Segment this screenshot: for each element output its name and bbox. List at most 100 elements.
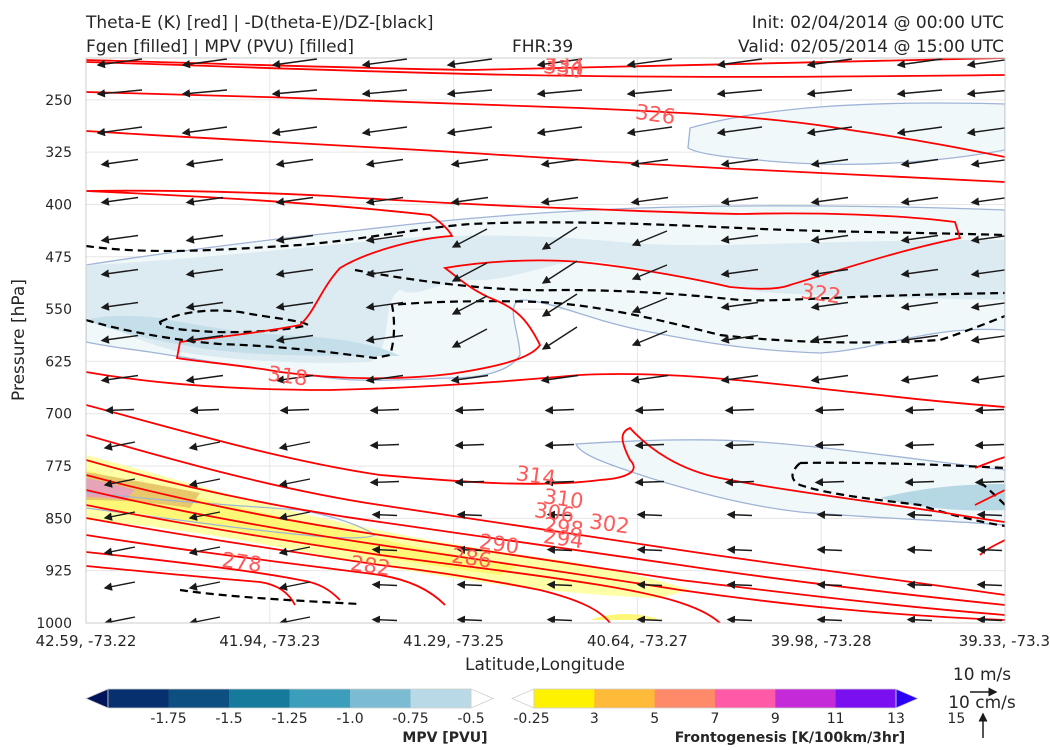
wind-arrow <box>536 58 583 69</box>
theta-e-label: 314 <box>514 461 557 490</box>
wind-arrow <box>446 58 493 69</box>
wind-arrow <box>634 441 665 450</box>
wind-arrow <box>720 234 759 244</box>
colorbar-swatch <box>229 689 290 708</box>
frontogenesis-colorbar-title: Frontogenesis [K/100km/3hr] <box>675 730 905 746</box>
wind-arrow <box>185 374 224 384</box>
wind-arrow <box>103 441 136 451</box>
wind-arrow <box>185 158 224 168</box>
y-tick-label: 1000 <box>36 616 72 632</box>
wind-arrow <box>361 89 408 98</box>
wind-arrow <box>271 126 318 137</box>
wind-arrow <box>626 126 673 137</box>
mpv-region-mid-inner <box>86 235 1005 363</box>
theta-e-label: 322 <box>799 279 842 308</box>
colorbar-swatch <box>654 689 716 708</box>
dashed-contour-1 <box>86 221 1005 253</box>
x-axis-label: Latitude,Longitude <box>465 655 625 675</box>
wind-arrow <box>974 478 1005 487</box>
wind-arrow <box>816 510 843 519</box>
wind-arrow <box>450 196 489 206</box>
wind-arrow <box>371 615 398 623</box>
colorbar-swatch <box>594 689 656 708</box>
y-tick-label: 400 <box>45 197 72 213</box>
wind-arrow <box>806 126 853 137</box>
wind-arrow <box>630 158 669 168</box>
colorbar-tick-label: 11 <box>827 711 845 727</box>
wind-arrow <box>814 441 845 450</box>
wind-arrow <box>904 406 935 415</box>
wind-arrow <box>906 510 933 519</box>
wind-arrow <box>810 374 849 384</box>
theta-e-306 <box>86 459 1005 606</box>
colorbar-tick-label: -0.75 <box>392 711 428 727</box>
wind-arrow <box>806 89 853 98</box>
colorbar-swatch <box>534 689 595 708</box>
wind-arrow <box>275 374 314 384</box>
wind-arrow <box>974 441 1005 450</box>
colorbar-swatch <box>108 689 169 708</box>
wind-arrow <box>546 580 573 589</box>
theta-e-294 <box>86 504 721 623</box>
theta-e-label: 282 <box>349 551 392 580</box>
wind-arrow <box>365 268 404 278</box>
wind-arrow <box>634 406 665 415</box>
wind-arrow <box>976 580 1003 589</box>
mpv-colorbar-title: MPV [PVU] <box>402 730 487 746</box>
theta-e-302 <box>86 474 1005 616</box>
wind-arrow <box>450 374 489 384</box>
wind-arrow <box>454 406 485 415</box>
title-right-1: Init: 02/04/2014 @ 00:00 UTC <box>751 13 1004 33</box>
wind-arrow <box>810 334 849 344</box>
wind-arrow <box>278 546 311 556</box>
wind-arrow <box>275 196 314 206</box>
y-tick-label: 475 <box>45 250 72 266</box>
wind-arrow <box>188 546 221 556</box>
theta-e-right-lower-1 <box>974 456 1005 469</box>
frontogenesis-colorbar: 3 5 7 9 11 13 15 <box>510 688 965 727</box>
theta-e-right-lower-2 <box>974 489 1005 506</box>
wind-arrow <box>720 374 759 384</box>
colorbar-extend-left <box>84 688 109 709</box>
wind-arrow <box>103 546 136 556</box>
wind-arrow <box>720 334 759 344</box>
x-tick-label: 39.98, -73.28 <box>771 632 872 650</box>
dashed-contour-5 <box>179 588 361 606</box>
wind-arrow <box>275 234 314 244</box>
colorbar-tick-label: -1.25 <box>271 711 307 727</box>
colorbar-tick-label: 9 <box>771 711 780 727</box>
wind-arrow <box>904 478 935 487</box>
wind-arrow <box>365 234 404 244</box>
wind-arrow <box>720 196 759 206</box>
wind-arrow <box>810 234 849 244</box>
wind-arrow <box>900 196 939 206</box>
wind-arrow <box>636 580 663 589</box>
wind-arrow <box>100 234 139 244</box>
theta-e-290 <box>86 517 611 623</box>
wind-arrow <box>976 615 1003 623</box>
theta-e-label: 294 <box>542 524 585 553</box>
wind-arrow <box>279 406 310 415</box>
wind-arrow <box>271 58 318 69</box>
wind-arrow <box>371 580 398 589</box>
wind-arrow <box>103 616 136 623</box>
wind-arrow <box>446 126 493 137</box>
wind-arrow <box>546 510 573 519</box>
wind-arrow <box>630 374 669 384</box>
wind-arrow <box>896 58 943 69</box>
wind-arrow <box>104 406 135 415</box>
wind-arrow <box>456 615 483 623</box>
colorbar-swatch <box>715 689 776 708</box>
mpv-colorbar: -1.75 -1.5 -1.25 -1.0 -0.75 -0.5 -0.25 <box>84 688 550 727</box>
theta-e-322-upper <box>86 130 1005 183</box>
wind-arrow <box>896 89 943 98</box>
dashed-contour-2 <box>354 268 1005 302</box>
colorbar-tick-label: -1.5 <box>215 711 242 727</box>
wind-arrow <box>816 545 843 554</box>
wind-arrow <box>716 89 763 98</box>
wind-arrow <box>371 510 398 519</box>
x-tick-label: 41.94, -73.23 <box>219 632 320 650</box>
theta-e-label: 306 <box>533 498 576 527</box>
wind-arrow <box>726 545 753 554</box>
